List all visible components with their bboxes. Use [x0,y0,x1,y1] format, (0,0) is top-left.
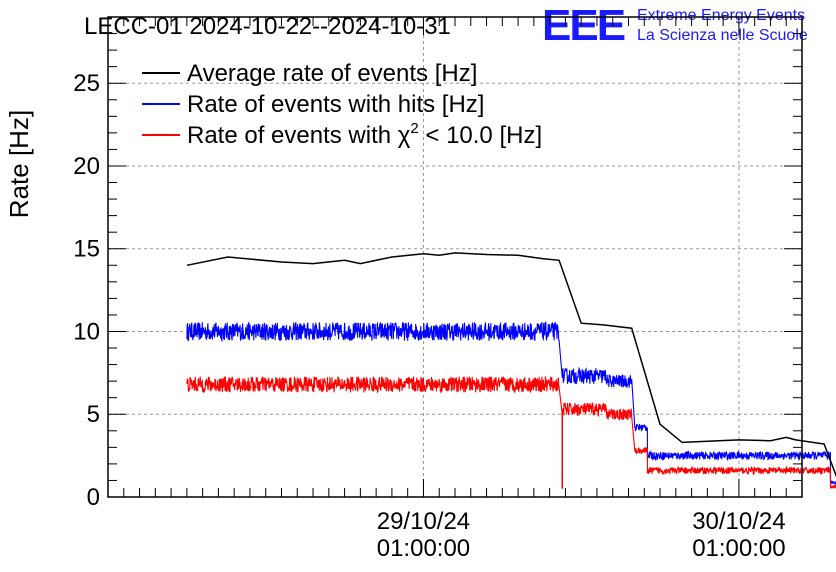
logo-line-2: La Scienza nelle Scuole [637,27,808,44]
series-layer [186,252,836,490]
y-axis-label: Rate [Hz] [4,110,34,218]
plot-frame [107,16,803,498]
legend-chi2-prefix: Rate of events with χ [187,122,411,149]
legend-chi2-suffix: < 10.0 [Hz] [419,122,542,149]
legend-chi2-sup: 2 [410,120,418,137]
legend-label-average: Average rate of events [Hz] [187,60,477,87]
series-chi2 [186,375,836,490]
y-tick-label: 15 [73,236,100,263]
eee-logo: EEE Extreme Energy Events La Scienza nel… [542,1,808,50]
y-tick-label: 10 [73,318,100,345]
series-hits [186,321,836,485]
legend: Average rate of events [Hz] Rate of even… [142,60,542,149]
legend-label-hits: Rate of events with hits [Hz] [187,91,484,118]
x-tick-label-date: 29/10/24 [377,508,470,535]
tick-labels: 051015202529/10/2401:00:0030/10/2401:00:… [73,70,785,562]
x-tick-label-time: 01:00:00 [692,535,785,562]
y-tick-label: 0 [87,484,100,511]
x-tick-label-date: 30/10/24 [692,508,785,535]
axes [107,16,803,498]
y-tick-label: 20 [73,153,100,180]
grid-lines [108,17,802,497]
legend-label-chi2: Rate of events with χ2 < 10.0 [Hz] [187,120,542,149]
x-tick-label-time: 01:00:00 [377,535,470,562]
logo-line-1: Extreme Energy Events [637,7,805,24]
y-tick-label: 5 [87,401,100,428]
hits-line [186,321,836,485]
average-line [186,252,836,478]
series-average [186,252,836,478]
y-tick-label: 25 [73,70,100,97]
chi2-line [186,375,836,490]
